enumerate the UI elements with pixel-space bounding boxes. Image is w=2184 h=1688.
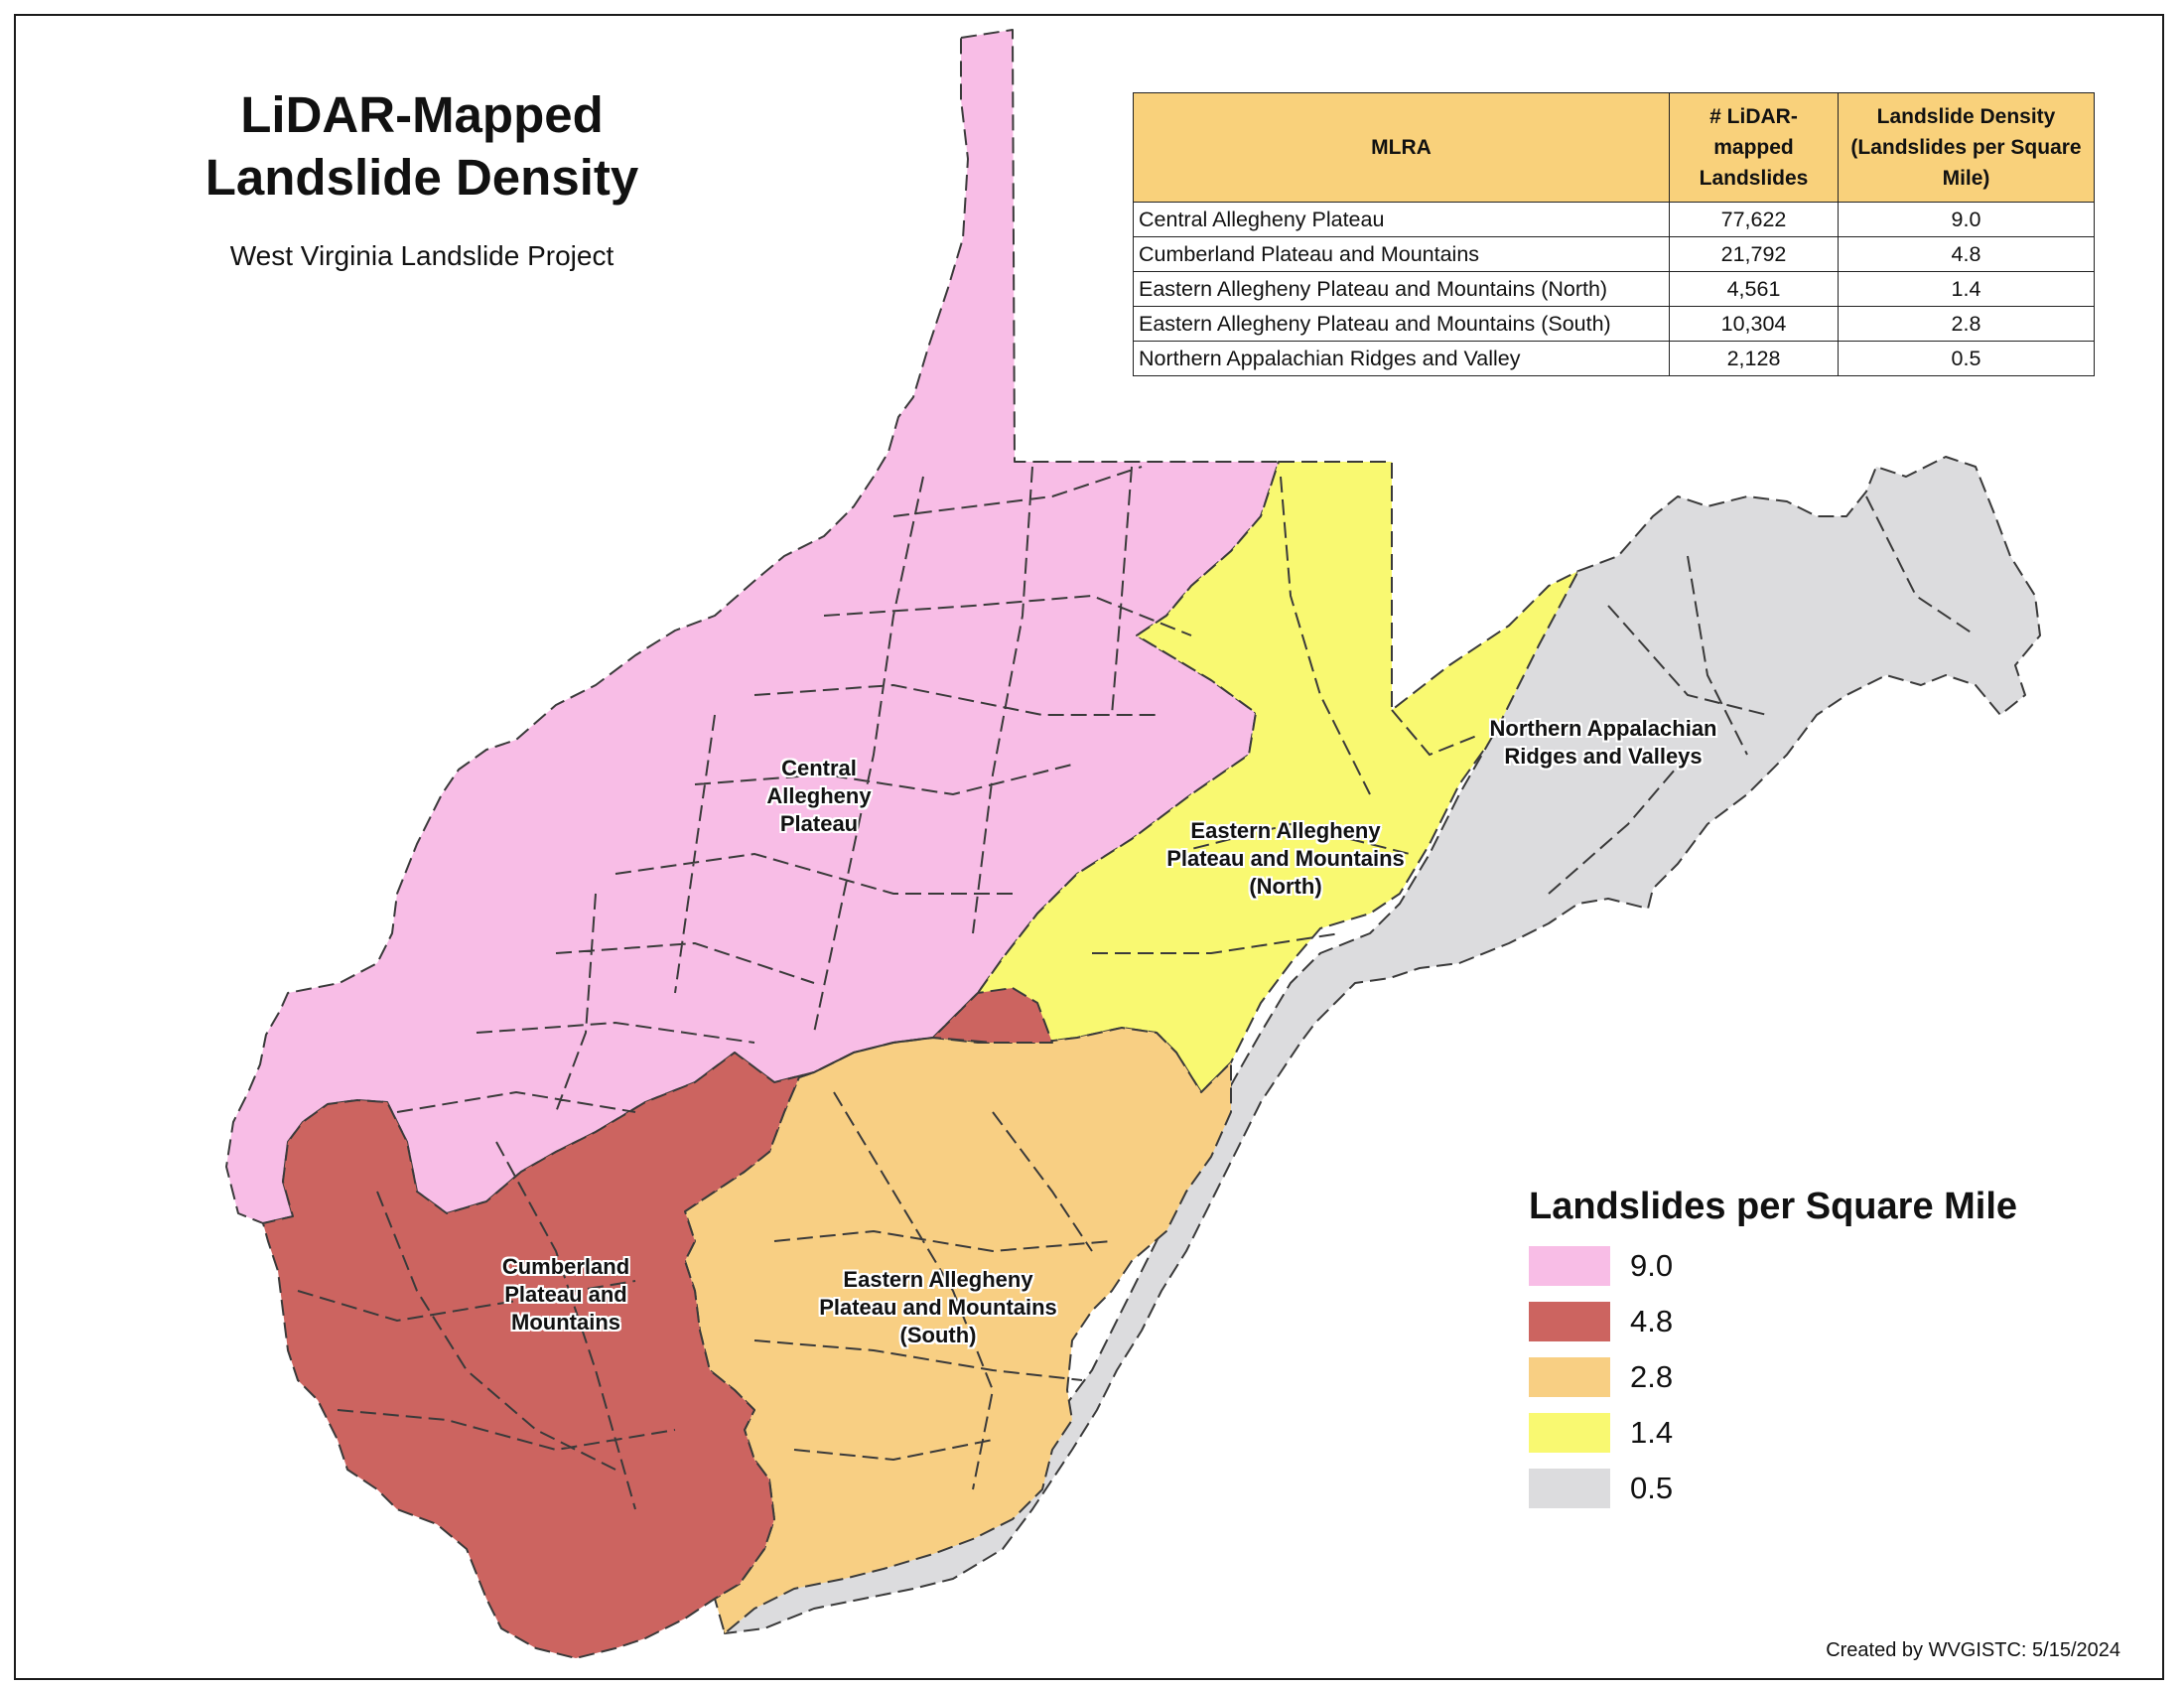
legend-swatch <box>1529 1302 1610 1341</box>
table-header-row: MLRA # LiDAR-mapped Landslides Landslide… <box>1133 92 2095 203</box>
cell-mlra: Eastern Allegheny Plateau and Mountains … <box>1133 271 1670 307</box>
cell-count: 21,792 <box>1669 236 1839 272</box>
header-density: Landslide Density (Landslides per Square… <box>1838 92 2095 203</box>
legend-item: 0.5 <box>1529 1469 2017 1508</box>
table-row: Eastern Allegheny Plateau and Mountains … <box>1133 271 2095 307</box>
legend-label: 4.8 <box>1630 1304 1674 1338</box>
label-central-allegheny: Central Allegheny Plateau <box>766 756 872 836</box>
cell-count: 4,561 <box>1669 271 1839 307</box>
legend-swatch <box>1529 1469 1610 1508</box>
cell-density: 1.4 <box>1838 271 2095 307</box>
credit-text: Created by WVGISTC: 5/15/2024 <box>1826 1639 2120 1661</box>
cell-density: 9.0 <box>1838 202 2095 237</box>
legend-swatch <box>1529 1246 1610 1286</box>
legend: Landslides per Square Mile 9.0 4.8 2.8 1… <box>1529 1186 2017 1524</box>
legend-item: 1.4 <box>1529 1413 2017 1453</box>
cell-count: 77,622 <box>1669 202 1839 237</box>
table-row: Eastern Allegheny Plateau and Mountains … <box>1133 306 2095 342</box>
mlra-table: MLRA # LiDAR-mapped Landslides Landslide… <box>1133 92 2095 376</box>
legend-title: Landslides per Square Mile <box>1529 1186 2018 1227</box>
county-boundaries <box>297 466 1977 1510</box>
legend-label: 0.5 <box>1630 1471 1674 1505</box>
table-row: Cumberland Plateau and Mountains 21,792 … <box>1133 236 2095 272</box>
map-title-line2: Landslide Density <box>205 149 639 206</box>
cell-mlra: Cumberland Plateau and Mountains <box>1133 236 1670 272</box>
label-cumberland: Cumberland Plateau and Mountains <box>501 1254 630 1335</box>
header-count: # LiDAR-mapped Landslides <box>1669 92 1839 203</box>
legend-item: 2.8 <box>1529 1357 2017 1397</box>
cell-count: 2,128 <box>1669 341 1839 376</box>
table-row: Northern Appalachian Ridges and Valley 2… <box>1133 341 2095 376</box>
map-title-line1: LiDAR-Mapped <box>240 86 604 143</box>
table-row: Central Allegheny Plateau 77,622 9.0 <box>1133 202 2095 237</box>
title-block: LiDAR-Mapped Landslide Density West Virg… <box>139 83 705 272</box>
legend-label: 2.8 <box>1630 1359 1674 1394</box>
legend-item: 9.0 <box>1529 1246 2017 1286</box>
legend-item: 4.8 <box>1529 1302 2017 1341</box>
legend-label: 9.0 <box>1630 1248 1674 1283</box>
map-frame <box>14 14 2164 1680</box>
label-eastern-allegheny-north: Eastern Allegheny Plateau and Mountains … <box>1166 818 1405 899</box>
cell-mlra: Eastern Allegheny Plateau and Mountains … <box>1133 306 1670 342</box>
label-eastern-allegheny-south: Eastern Allegheny Plateau and Mountains … <box>819 1267 1057 1347</box>
cell-count: 10,304 <box>1669 306 1839 342</box>
region-cumberland-plateau <box>262 987 1053 1659</box>
header-mlra: MLRA <box>1133 92 1670 203</box>
region-northern-appalachian-ridges <box>724 456 2041 1634</box>
cell-density: 0.5 <box>1838 341 2095 376</box>
cell-mlra: Northern Appalachian Ridges and Valley <box>1133 341 1670 376</box>
legend-swatch <box>1529 1357 1610 1397</box>
legend-swatch <box>1529 1413 1610 1453</box>
label-northern-appalachian: Northern Appalachian Ridges and Valleys <box>1489 716 1717 769</box>
map-subtitle: West Virginia Landslide Project <box>229 240 614 271</box>
cell-density: 4.8 <box>1838 236 2095 272</box>
legend-label: 1.4 <box>1630 1415 1674 1450</box>
cell-mlra: Central Allegheny Plateau <box>1133 202 1670 237</box>
cell-density: 2.8 <box>1838 306 2095 342</box>
